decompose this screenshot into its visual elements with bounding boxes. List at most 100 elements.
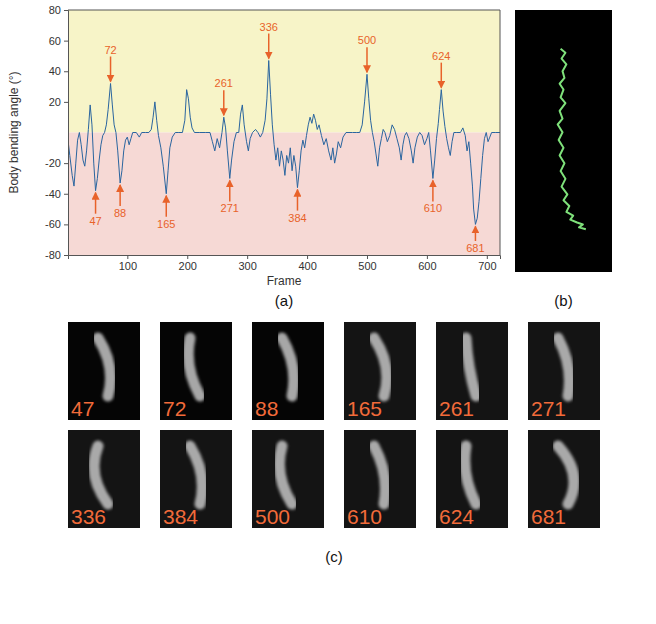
y-axis-line xyxy=(64,11,69,256)
x-tick-label: 200 xyxy=(179,260,197,272)
worm xyxy=(465,446,476,504)
annotation-arrow xyxy=(441,63,443,88)
worm xyxy=(466,338,476,396)
snapshots: 477288165261271336384500610624681 xyxy=(68,322,600,528)
annotation-arrow xyxy=(166,196,168,217)
x-tick-mark xyxy=(247,255,248,259)
x-tick: 400 xyxy=(298,255,316,272)
annotation-arrow xyxy=(119,185,121,206)
x-tick-label: 100 xyxy=(119,260,137,272)
x-tick-label: 400 xyxy=(298,260,316,272)
snapshot: 500 xyxy=(252,430,324,528)
worm xyxy=(374,338,387,396)
x-tick-mark xyxy=(487,255,488,259)
annotation-arrow xyxy=(229,180,231,201)
snapshot-frame xyxy=(68,430,140,528)
angle-line xyxy=(68,61,500,225)
x-tick: 100 xyxy=(119,255,137,272)
snapshot: 88 xyxy=(252,322,324,420)
y-tick-label: 40 xyxy=(49,65,61,77)
y-tick-label: -40 xyxy=(45,188,61,200)
annotation-label: 88 xyxy=(114,207,126,219)
worm xyxy=(190,446,202,504)
panel-caption: (a) xyxy=(275,292,293,309)
annotation-arrow xyxy=(475,226,477,241)
y-tick: -60 xyxy=(45,218,68,230)
annotation-label: 72 xyxy=(104,44,116,56)
y-tick-label: -20 xyxy=(45,157,61,169)
snapshot: 336 xyxy=(68,430,140,528)
annotation-label: 610 xyxy=(424,202,442,214)
x-axis-line xyxy=(69,256,501,260)
snapshot-frame xyxy=(252,322,324,420)
trajectory-area xyxy=(558,49,586,229)
y-tick-mark xyxy=(64,10,68,11)
worm xyxy=(558,338,569,396)
annotation-arrow xyxy=(223,90,225,115)
trajectory-frame xyxy=(515,10,612,272)
snapshot-frame xyxy=(344,322,416,420)
x-tick: 300 xyxy=(238,255,256,272)
panel-caption: (c) xyxy=(325,548,343,565)
annotation-arrow xyxy=(95,193,97,214)
annotation-label: 47 xyxy=(89,215,101,227)
annotation-label: 681 xyxy=(466,242,484,254)
annotation-label: 271 xyxy=(221,202,239,214)
snapshot-frame xyxy=(436,322,508,420)
annotation-label: 624 xyxy=(432,50,450,62)
snapshot-frame xyxy=(68,322,140,420)
frame-label: 47 xyxy=(71,397,94,420)
frame-label: 336 xyxy=(71,505,106,528)
snapshot-frame xyxy=(160,430,232,528)
y-tick: 20 xyxy=(49,96,68,108)
x-tick-mark xyxy=(187,255,188,259)
frame-label: 681 xyxy=(531,505,566,528)
annotation-label: 384 xyxy=(288,212,306,224)
x-tick: 700 xyxy=(478,255,496,272)
frame-label: 610 xyxy=(347,505,382,528)
worm xyxy=(94,446,108,504)
worm xyxy=(98,338,111,396)
worm xyxy=(558,446,574,504)
y-tick: 80 xyxy=(49,4,68,16)
snapshot: 681 xyxy=(528,430,600,528)
snapshot-frame xyxy=(436,430,508,528)
frame-label: 500 xyxy=(255,505,290,528)
x-tick-mark xyxy=(307,255,308,259)
snapshot: 610 xyxy=(344,430,416,528)
frame-label: 271 xyxy=(531,397,566,420)
y-tick-label: 80 xyxy=(49,4,61,16)
x-tick-label: 600 xyxy=(418,260,436,272)
x-tick-label: 500 xyxy=(358,260,376,272)
x-tick: 500 xyxy=(358,255,376,272)
snapshot: 165 xyxy=(344,322,416,420)
snapshot-frame xyxy=(160,322,232,420)
snapshot: 261 xyxy=(436,322,508,420)
y-tick: 60 xyxy=(49,35,68,47)
snapshot-frame xyxy=(528,322,600,420)
y-tick-mark xyxy=(64,224,68,225)
annotation-arrow xyxy=(366,47,368,72)
y-tick-mark xyxy=(64,163,68,164)
y-tick-label: -60 xyxy=(45,218,61,230)
y-tick: -20 xyxy=(45,157,68,169)
x-tick: 600 xyxy=(418,255,436,272)
y-tick-mark xyxy=(64,255,68,256)
x-tick-mark xyxy=(127,255,128,259)
y-tick: -40 xyxy=(45,188,68,200)
y-tick-mark xyxy=(64,102,68,103)
x-axis-title: Frame xyxy=(267,274,302,288)
trajectory xyxy=(558,49,586,229)
annotation-arrow xyxy=(297,190,299,211)
panel-caption: (b) xyxy=(554,292,572,309)
snapshot: 271 xyxy=(528,322,600,420)
x-tick-label: 300 xyxy=(238,260,256,272)
y-axis: 80604020-20-40-60-80 xyxy=(45,4,68,261)
frame-label: 165 xyxy=(347,397,382,420)
worm xyxy=(282,338,294,396)
snapshot: 624 xyxy=(436,430,508,528)
frame-top xyxy=(68,10,500,11)
annotation-label: 336 xyxy=(260,21,278,33)
x-tick-mark xyxy=(427,255,428,259)
snapshot: 384 xyxy=(160,430,232,528)
